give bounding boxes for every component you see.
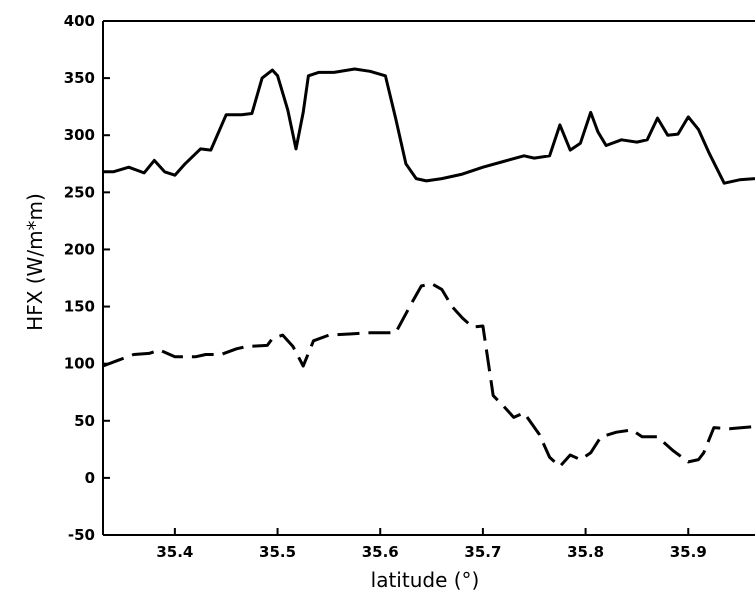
x-tick-label: 35.8 (567, 543, 604, 561)
dashed-series-line (102, 282, 755, 468)
x-ticks: 35.4 35.5 35.6 35.7 35.8 35.9 (156, 528, 707, 561)
y-tick-label: -50 (68, 526, 95, 544)
x-axis-title: latitude (°) (371, 568, 480, 592)
x-tick-label: 35.5 (259, 543, 296, 561)
y-ticks: -50 0 50 100 150 200 250 300 350 400 (64, 12, 110, 544)
y-tick-label: 0 (85, 469, 95, 487)
y-tick-label: 50 (74, 412, 95, 430)
x-tick-label: 35.6 (362, 543, 399, 561)
y-tick-label: 200 (64, 240, 95, 258)
plot-frame (102, 20, 755, 536)
y-axis-title: HFX (W/m*m) (23, 193, 47, 331)
x-tick-label: 35.4 (156, 543, 193, 561)
y-tick-label: 350 (64, 69, 95, 87)
y-tick-label: 250 (64, 183, 95, 201)
y-tick-label: 400 (64, 12, 95, 30)
series-layer (102, 67, 755, 468)
solid-series-line (103, 67, 755, 185)
x-tick-label: 35.9 (670, 543, 707, 561)
y-tick-label: 300 (64, 126, 95, 144)
x-tick-label: 35.7 (464, 543, 501, 561)
y-tick-label: 100 (64, 355, 95, 373)
y-tick-label: 150 (64, 298, 95, 316)
